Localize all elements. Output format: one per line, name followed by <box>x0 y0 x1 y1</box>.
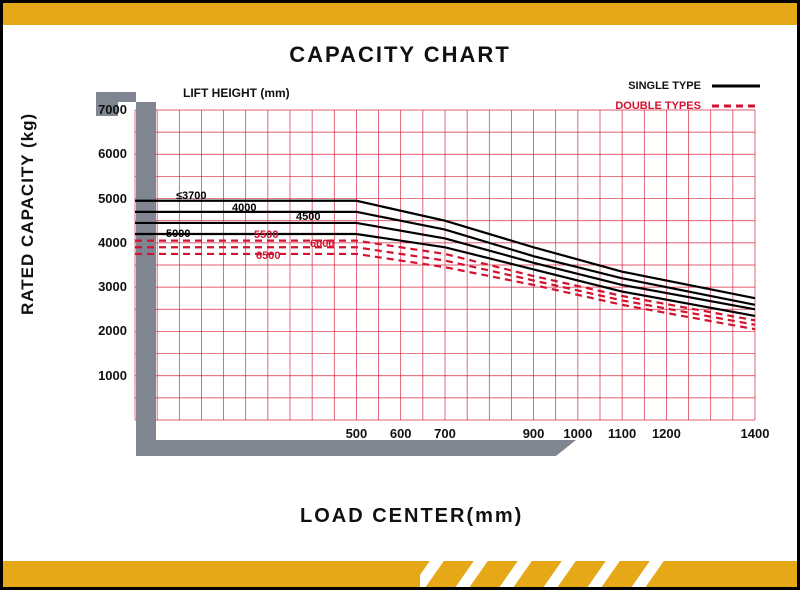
y-tick: 5000 <box>87 191 127 206</box>
series-label: 6500 <box>256 250 280 262</box>
y-tick: 2000 <box>87 323 127 338</box>
series-label: ≤3700 <box>176 190 207 202</box>
x-tick: 1000 <box>558 426 598 441</box>
x-tick: 600 <box>381 426 421 441</box>
x-tick: 1200 <box>646 426 686 441</box>
y-tick: 1000 <box>87 368 127 383</box>
chart-container: CAPACITY CHART RATED CAPACITY (kg) LOAD … <box>0 0 800 590</box>
series-label: 4500 <box>296 211 320 223</box>
x-tick: 700 <box>425 426 465 441</box>
y-tick: 3000 <box>87 279 127 294</box>
series-label: 4000 <box>232 202 256 214</box>
y-tick: 4000 <box>87 235 127 250</box>
series-label: 5000 <box>166 228 190 240</box>
x-tick: 1400 <box>735 426 775 441</box>
x-tick: 1100 <box>602 426 642 441</box>
series-label: 5500 <box>254 229 278 241</box>
x-tick: 900 <box>514 426 554 441</box>
y-tick: 7000 <box>87 102 127 117</box>
x-tick: 500 <box>336 426 376 441</box>
series-label: 6000 <box>310 238 334 250</box>
capacity-chart <box>0 0 800 590</box>
y-tick: 6000 <box>87 146 127 161</box>
